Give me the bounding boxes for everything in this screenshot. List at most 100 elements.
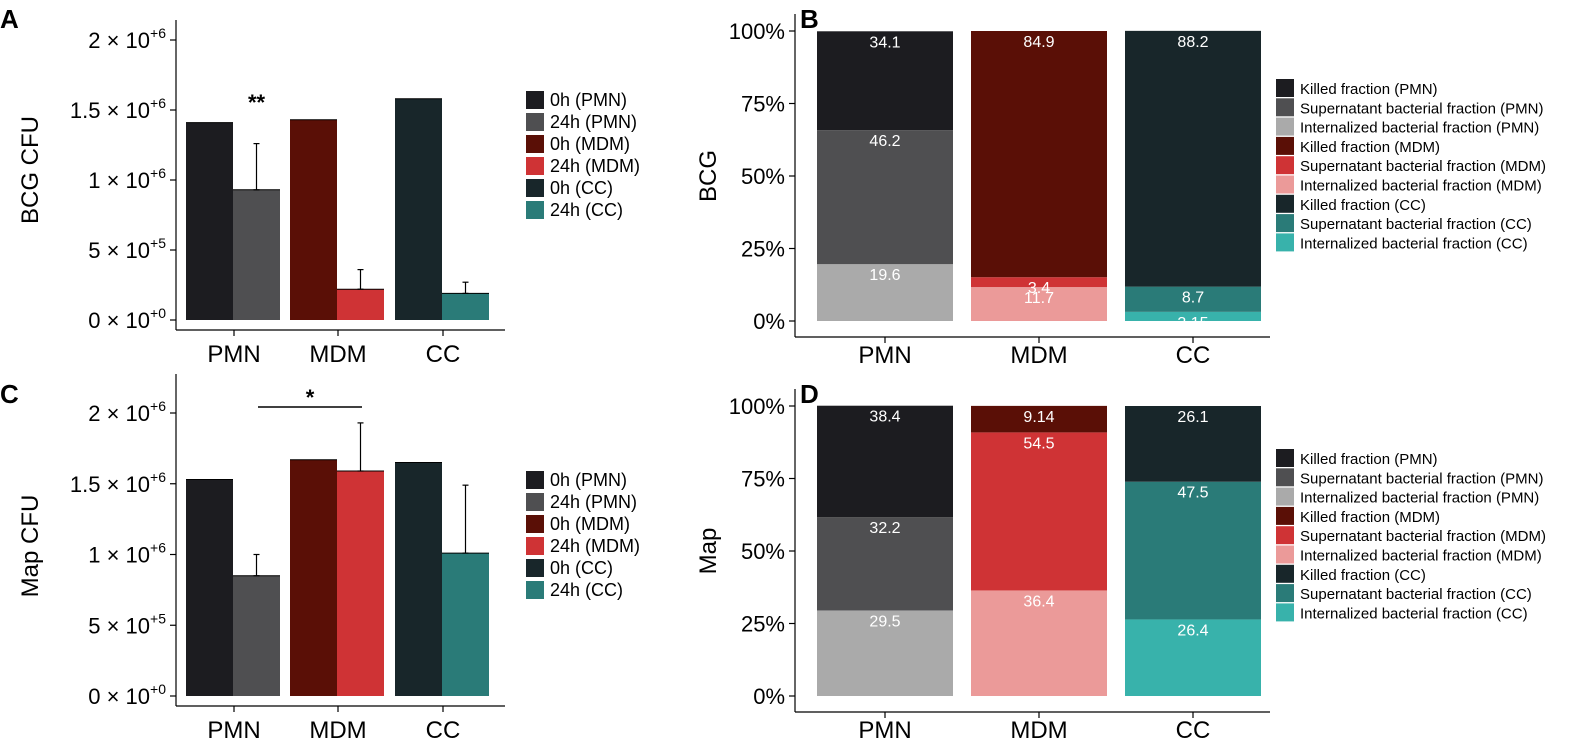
segment-value-label: 26.4: [1177, 622, 1208, 639]
panel-A: A0 × 10+05 × 10+51 × 10+61.5 × 10+62 × 1…: [0, 4, 640, 368]
x-tick-label: PMN: [207, 341, 260, 368]
stack-segment-internalized-cc: [1125, 619, 1261, 696]
legend-label: Killed fraction (CC): [1300, 197, 1426, 214]
panel-letter: C: [0, 379, 19, 409]
bar-24h-cc: [442, 293, 489, 320]
legend-swatch: [1276, 79, 1294, 97]
y-tick-exponent: +6: [150, 95, 166, 111]
y-tick-exponent: +5: [150, 610, 166, 626]
legend-label: 0h (CC): [550, 178, 613, 198]
stack-segment-internalized-mdm: [971, 590, 1107, 696]
stack-segment-supernatant-pmn: [817, 517, 953, 611]
y-tick-exponent: +6: [150, 25, 166, 41]
segment-value-label: 84.9: [1023, 34, 1054, 51]
bar-0h-mdm: [290, 119, 337, 320]
panel-D: D 0% 25% 50% 75% 100% Map 29.5 32.2 38.4 PMN 36.4 54…: [695, 379, 1546, 744]
panel-B: B0%25%50%75%100%BCG19.646.234.1PMN11.73.…: [695, 4, 1546, 369]
legend-label: Supernatant bacterial fraction (MDM): [1300, 528, 1546, 545]
x-tick-label: CC: [1176, 717, 1211, 744]
y-tick-base: 0 × 10: [88, 684, 150, 709]
segment-value-label: 9.14: [1023, 409, 1054, 426]
segment-value-label: 36.4: [1023, 593, 1054, 610]
legend-swatch: [1276, 175, 1294, 194]
y-tick-exponent: +0: [150, 681, 166, 697]
legend-label: 24h (PMN): [550, 112, 637, 132]
y-tick-label: 2 × 10+6: [88, 25, 166, 53]
x-tick-label: CC: [426, 341, 461, 368]
bar-0h-cc: [395, 98, 442, 320]
segment-value-label: 29.5: [869, 613, 900, 630]
segment-value-label: 8.7: [1182, 290, 1204, 307]
y-tick-label: 1.5 × 10+6: [70, 469, 166, 497]
legend-swatch: [526, 201, 544, 219]
y-tick-base: 2 × 10: [88, 28, 150, 53]
y-tick-label: 50%: [741, 164, 785, 189]
segment-value-label: 88.2: [1177, 34, 1208, 51]
x-tick-label: CC: [1176, 342, 1211, 369]
y-tick-label: 25%: [741, 237, 785, 262]
legend-swatch: [1276, 156, 1294, 175]
legend-label: Internalized bacterial fraction (MDM): [1300, 548, 1542, 565]
stack-segment-killed-cc: [1125, 406, 1261, 482]
y-tick-label: 100%: [729, 19, 785, 44]
stack-segment-killed-mdm: [971, 31, 1107, 278]
y-tick-label: 75%: [741, 92, 785, 117]
y-tick-exponent: +6: [150, 469, 166, 485]
legend-label: 24h (CC): [550, 200, 623, 220]
y-tick-base: 1 × 10: [88, 543, 150, 568]
x-tick-label: CC: [426, 717, 461, 744]
y-tick-exponent: +6: [150, 540, 166, 556]
panel-letter: A: [0, 4, 19, 34]
y-tick-exponent: +6: [150, 398, 166, 414]
legend-swatch: [1276, 468, 1294, 487]
y-tick-base: 2 × 10: [88, 401, 150, 426]
bar-0h-pmn: [186, 122, 233, 320]
segment-value-label: 3.4: [1028, 280, 1050, 297]
segment-value-label: 32.2: [869, 520, 900, 537]
y-tick-label: 50%: [741, 539, 785, 564]
legend-label: 24h (MDM): [550, 156, 640, 176]
y-axis-title: BCG CFU: [17, 116, 44, 224]
legend-swatch: [526, 493, 544, 511]
bar-24h-cc: [442, 553, 489, 696]
legend-label: 0h (CC): [550, 558, 613, 578]
x-tick-label: MDM: [309, 717, 366, 744]
stack-segment-supernatant-mdm: [971, 432, 1107, 591]
segment-value-label: 46.2: [869, 133, 900, 150]
y-tick-exponent: +6: [150, 165, 166, 181]
y-tick-label: 0%: [753, 684, 785, 709]
y-tick-label: 0 × 10+0: [88, 305, 166, 333]
stack-segment-killed-pmn: [817, 405, 953, 518]
y-tick-base: 0 × 10: [88, 308, 150, 333]
legend-label: Supernatant bacterial fraction (PMN): [1300, 100, 1543, 117]
stack-segment-killed-cc: [1125, 30, 1261, 287]
y-tick-exponent: +0: [150, 305, 166, 321]
legend-swatch: [526, 113, 544, 131]
segment-value-label: 54.5: [1023, 435, 1054, 452]
legend-swatch: [526, 559, 544, 577]
legend-label: 0h (PMN): [550, 470, 627, 490]
x-tick-label: MDM: [1010, 342, 1067, 369]
panel-letter: B: [800, 4, 819, 34]
legend-label: Killed fraction (PMN): [1300, 451, 1438, 468]
x-tick-label: MDM: [309, 341, 366, 368]
stack-segment-internalized-pmn: [817, 610, 953, 696]
stack-segment-internalized-mdm: [971, 287, 1107, 321]
legend: Killed fraction (PMN) Supernatant bacteri…: [1276, 449, 1546, 622]
legend-swatch: [526, 581, 544, 599]
panel-C: C0 × 10+05 × 10+51 × 10+61.5 × 10+62 × 1…: [0, 374, 640, 744]
legend-label: Supernatant bacterial fraction (CC): [1300, 216, 1532, 233]
legend-label: Internalized bacterial fraction (PMN): [1300, 490, 1539, 507]
y-tick-label: 2 × 10+6: [88, 398, 166, 426]
stack-segment-supernatant-cc: [1125, 286, 1261, 312]
stack-segment-supernatant-cc: [1125, 481, 1261, 620]
stack-segment-killed-pmn: [817, 31, 953, 131]
legend-label: 0h (MDM): [550, 134, 630, 154]
legend-label: 24h (CC): [550, 580, 623, 600]
legend: Killed fraction (PMN) Supernatant bacteri…: [1276, 79, 1546, 252]
legend-label: Supernatant bacterial fraction (CC): [1300, 586, 1532, 603]
segment-value-label: 19.6: [869, 267, 900, 284]
x-tick-label: PMN: [207, 717, 260, 744]
legend-label: Internalized bacterial fraction (CC): [1300, 605, 1528, 622]
y-tick-base: 5 × 10: [88, 613, 150, 638]
